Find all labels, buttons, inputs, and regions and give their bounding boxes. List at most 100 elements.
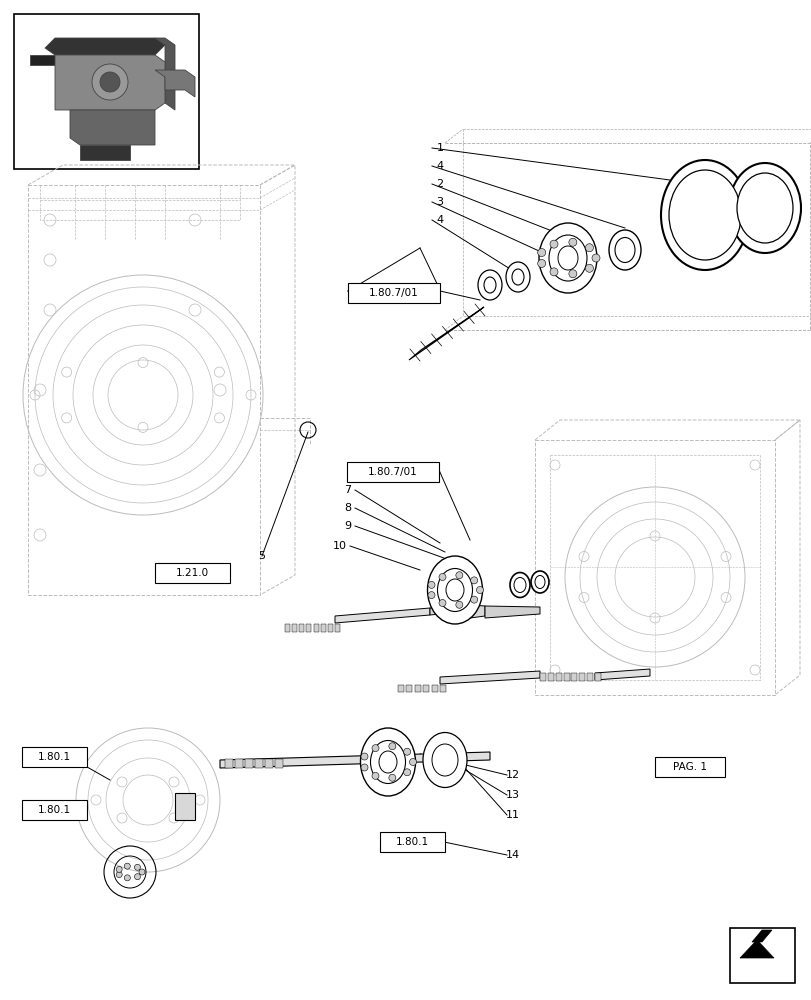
Polygon shape: [547, 673, 553, 681]
Circle shape: [585, 264, 593, 272]
Circle shape: [439, 574, 445, 581]
Polygon shape: [484, 606, 539, 618]
Polygon shape: [320, 624, 325, 632]
Ellipse shape: [427, 556, 482, 624]
Circle shape: [116, 872, 122, 878]
Text: 6: 6: [64, 758, 71, 768]
Circle shape: [409, 758, 416, 766]
Polygon shape: [155, 70, 195, 97]
Text: 9: 9: [344, 521, 351, 531]
Text: 4: 4: [436, 161, 443, 171]
Circle shape: [439, 599, 445, 606]
Polygon shape: [285, 624, 290, 632]
Circle shape: [403, 769, 410, 776]
Bar: [654, 757, 724, 777]
Circle shape: [124, 863, 130, 869]
Circle shape: [403, 748, 410, 755]
Circle shape: [455, 601, 462, 608]
Polygon shape: [299, 624, 304, 632]
Polygon shape: [45, 38, 165, 55]
Circle shape: [124, 875, 131, 881]
Circle shape: [371, 745, 379, 752]
Polygon shape: [594, 669, 649, 680]
Polygon shape: [430, 607, 449, 615]
Ellipse shape: [423, 732, 466, 788]
Ellipse shape: [437, 568, 472, 611]
Circle shape: [135, 874, 140, 880]
Ellipse shape: [660, 160, 748, 270]
Circle shape: [470, 577, 477, 584]
Ellipse shape: [483, 277, 496, 293]
Polygon shape: [264, 759, 272, 768]
Text: 1: 1: [436, 143, 443, 153]
Polygon shape: [328, 624, 333, 632]
Circle shape: [549, 240, 557, 248]
Ellipse shape: [509, 572, 530, 597]
Circle shape: [585, 244, 593, 252]
Circle shape: [427, 592, 435, 599]
Circle shape: [361, 753, 367, 760]
Polygon shape: [563, 673, 569, 681]
Polygon shape: [155, 38, 175, 110]
Text: 3: 3: [436, 197, 443, 207]
Circle shape: [139, 869, 145, 875]
Polygon shape: [571, 673, 577, 681]
Polygon shape: [397, 685, 404, 692]
Text: 8: 8: [344, 503, 351, 513]
Polygon shape: [414, 685, 420, 692]
Circle shape: [388, 774, 395, 781]
Text: 1.80.7/01: 1.80.7/01: [369, 288, 418, 298]
Ellipse shape: [668, 170, 740, 260]
Polygon shape: [255, 759, 263, 768]
Circle shape: [388, 743, 395, 750]
Ellipse shape: [478, 270, 501, 300]
Bar: [22, 800, 87, 820]
Bar: [346, 462, 439, 482]
Ellipse shape: [360, 728, 415, 796]
Polygon shape: [335, 624, 340, 632]
Ellipse shape: [370, 740, 405, 784]
Ellipse shape: [534, 576, 544, 588]
Text: 1.80.1: 1.80.1: [38, 805, 71, 815]
Polygon shape: [409, 307, 483, 360]
Ellipse shape: [505, 262, 530, 292]
Circle shape: [470, 596, 477, 603]
Text: 12: 12: [505, 770, 519, 780]
Polygon shape: [55, 55, 165, 110]
Circle shape: [537, 259, 545, 267]
Ellipse shape: [614, 237, 634, 262]
Ellipse shape: [736, 173, 792, 243]
Polygon shape: [555, 673, 561, 681]
Polygon shape: [440, 671, 539, 684]
Polygon shape: [275, 759, 283, 768]
Circle shape: [549, 268, 557, 276]
Circle shape: [569, 238, 576, 246]
Polygon shape: [431, 685, 437, 692]
Bar: [380, 832, 444, 852]
Text: 13: 13: [505, 790, 519, 800]
Ellipse shape: [379, 751, 397, 773]
Circle shape: [455, 572, 462, 579]
Polygon shape: [175, 793, 195, 820]
Text: 2: 2: [436, 179, 443, 189]
Polygon shape: [245, 759, 253, 768]
Text: 4: 4: [436, 215, 443, 225]
Polygon shape: [470, 605, 484, 618]
Text: 1.80.1: 1.80.1: [38, 752, 71, 762]
Polygon shape: [449, 605, 470, 620]
Text: 1.80.1: 1.80.1: [396, 837, 428, 847]
Polygon shape: [440, 685, 445, 692]
Polygon shape: [739, 930, 773, 958]
Polygon shape: [30, 55, 55, 65]
Text: 1.21.0: 1.21.0: [176, 568, 208, 578]
Bar: [14, 14, 199, 169]
Polygon shape: [220, 752, 489, 768]
Polygon shape: [292, 624, 297, 632]
Polygon shape: [594, 673, 600, 681]
Text: 5: 5: [258, 551, 265, 561]
Text: 11: 11: [505, 810, 519, 820]
Circle shape: [371, 772, 379, 779]
Text: 10: 10: [333, 541, 346, 551]
Circle shape: [591, 254, 599, 262]
Ellipse shape: [548, 235, 586, 281]
